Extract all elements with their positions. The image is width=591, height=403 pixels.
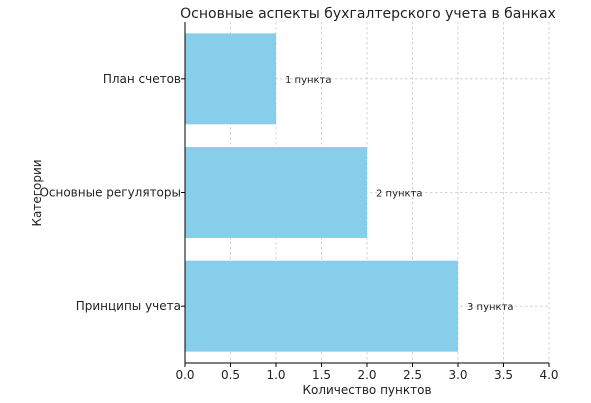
x-axis-label: Количество пунктов [302,383,431,397]
x-tick-label: 3.0 [448,368,467,382]
bar [185,260,458,352]
x-tick-label: 2.5 [403,368,422,382]
bars [185,33,458,352]
bar-value-label: 3 пункта [467,302,514,313]
x-tick-label: 1.5 [312,368,331,382]
x-ticks: 0.0 0.5 1.0 1.5 2.0 2.5 3.0 3.5 4.0 [175,363,559,382]
category-label: Принципы учета [76,299,181,313]
data-labels: 3 пункта 2 пункта 1 пункта [285,75,514,313]
bar-value-label: 2 пункта [376,189,423,200]
category-label: Основные регуляторы [39,186,181,200]
bar [185,33,276,125]
x-tick-label: 4.0 [539,368,558,382]
bar [185,147,367,238]
x-tick-label: 1.0 [266,368,285,382]
y-axis-label: Категории [30,159,44,226]
category-label: План счетов [103,72,181,86]
x-tick-label: 0.5 [221,368,240,382]
bar-value-label: 1 пункта [285,75,332,86]
chart-title: Основные аспекты бухгалтерского учета в … [180,6,556,22]
x-tick-label: 3.5 [494,368,513,382]
x-tick-label: 2.0 [357,368,376,382]
x-tick-label: 0.0 [175,368,194,382]
y-ticks: Принципы учета Основные регуляторы План сч… [39,72,185,313]
